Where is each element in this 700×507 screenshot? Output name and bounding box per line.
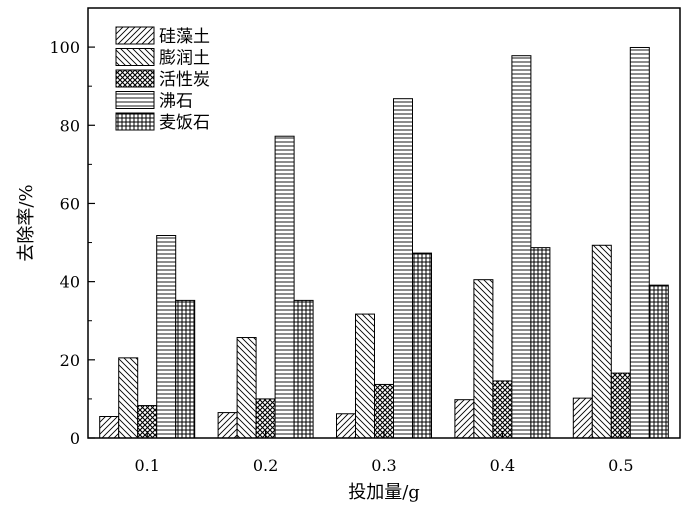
bar-diagonal-up-0-2 — [217, 412, 238, 439]
bar-diagonal-down-0-3 — [355, 313, 375, 439]
bar-diagonal-up-0-1 — [99, 416, 120, 439]
y-axis-label: 去除率/% — [16, 184, 37, 261]
legend-swatch-crosshatch — [115, 69, 155, 88]
x-tick-label-0-2: 0.2 — [253, 456, 278, 475]
y-tick-label-40: 40 — [60, 273, 80, 292]
legend-label-diagonal-down: 膨润土 — [159, 49, 210, 69]
y-tick-label-0: 0 — [70, 429, 80, 448]
legend-swatch-horizontal — [115, 91, 155, 109]
bar-crosshatch-0-5 — [610, 372, 631, 439]
bar-horizontal-0-3 — [393, 98, 413, 439]
x-tick-label-0-4: 0.4 — [490, 456, 515, 475]
bar-grid-0-1 — [175, 299, 196, 439]
legend-label-diagonal-up: 硅藻土 — [159, 27, 210, 47]
y-tick-label-100: 100 — [49, 38, 80, 57]
y-axis: 0 20 40 60 80 100 — [49, 38, 95, 448]
legend-label-grid: 麦饭石 — [159, 113, 210, 133]
legend-swatch-diagonal-down — [115, 48, 155, 66]
x-tick-label-0-3: 0.3 — [371, 456, 396, 475]
bar-horizontal-0-1 — [156, 235, 177, 439]
bar-grid-0-2 — [293, 299, 314, 439]
legend-swatch-grid — [115, 112, 155, 131]
bar-diagonal-down-0-4 — [473, 279, 494, 439]
bar-diagonal-down-0-1 — [118, 357, 139, 439]
bar-horizontal-0-2 — [274, 135, 295, 439]
bar-horizontal-0-4 — [511, 55, 532, 439]
legend-label-horizontal: 沸石 — [159, 92, 193, 112]
x-tick-label-0-1: 0.1 — [134, 456, 159, 475]
bar-grid-0-3 — [412, 252, 432, 439]
bar-grid-0-4 — [530, 247, 551, 439]
bar-crosshatch-0-4 — [492, 380, 513, 439]
bar-horizontal-0-5 — [629, 46, 650, 439]
legend-swatch-diagonal-up — [115, 26, 155, 45]
bar-diagonal-up-0-3 — [336, 413, 356, 439]
bar-grid-0-5 — [648, 284, 669, 439]
bar-diagonal-up-0-4 — [454, 399, 475, 439]
bar-diagonal-up-0-5 — [572, 397, 593, 439]
x-axis-label: 投加量/g — [348, 482, 420, 503]
x-tick-label-0-5: 0.5 — [608, 456, 633, 475]
y-tick-label-60: 60 — [60, 194, 80, 213]
bars-layer — [99, 46, 669, 439]
legend-label-crosshatch: 活性炭 — [159, 70, 210, 90]
bar-diagonal-down-0-2 — [236, 337, 257, 439]
y-tick-label-20: 20 — [60, 351, 80, 370]
x-axis: 0.1 0.2 0.3 0.4 0.5 — [134, 431, 634, 475]
bar-crosshatch-0-3 — [374, 383, 394, 439]
bar-diagonal-down-0-5 — [591, 244, 612, 439]
y-tick-label-80: 80 — [60, 116, 80, 135]
plot-frame — [87, 7, 681, 439]
